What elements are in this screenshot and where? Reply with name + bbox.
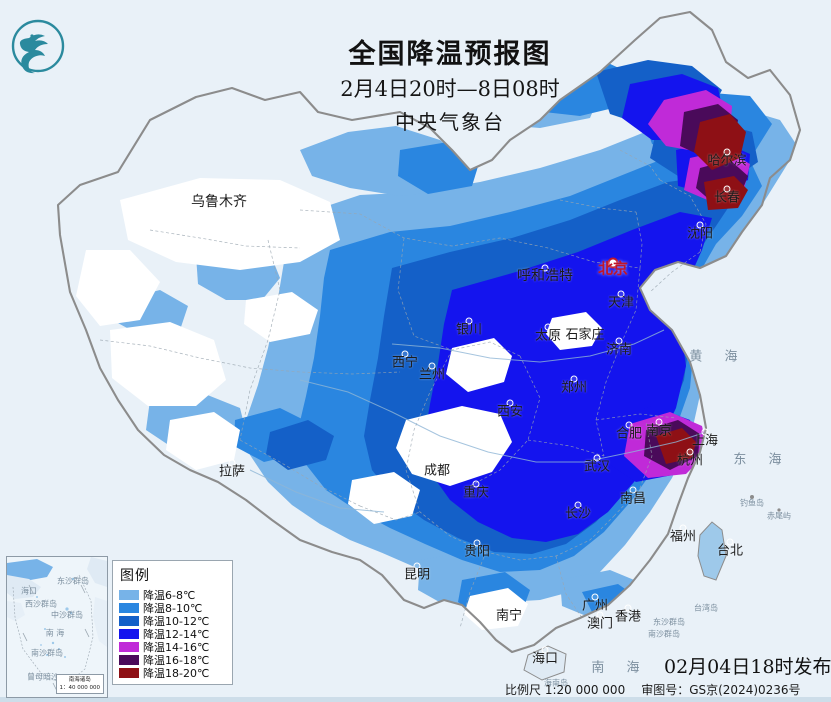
inset-label: 中沙群岛 — [51, 610, 83, 620]
cma-logo — [10, 18, 66, 74]
city-marker-澳门 — [596, 611, 604, 619]
city-marker-杭州 — [686, 448, 694, 456]
legend-item: 降温14-16℃ — [119, 640, 227, 654]
legend-item: 降温16-18℃ — [119, 653, 227, 667]
city-marker-台北 — [726, 538, 734, 546]
city-marker-北京 — [607, 257, 619, 269]
legend-item: 降温10-12℃ — [119, 614, 227, 628]
release-time: 02月04日18时发布 — [664, 656, 831, 678]
legend-item: 降温12-14℃ — [119, 627, 227, 641]
city-marker-哈尔滨 — [723, 148, 731, 156]
city-marker-太原 — [544, 323, 552, 331]
province-borders — [99, 149, 707, 629]
city-marker-昆明 — [413, 562, 421, 570]
city-marker-上海 — [701, 428, 709, 436]
national-boundary — [56, 10, 802, 654]
island-label: 赤尾屿 — [767, 511, 791, 521]
city-marker-郑州 — [570, 375, 578, 383]
inset-label: 西沙群岛 — [25, 599, 57, 609]
city-marker-成都 — [433, 458, 441, 466]
city-marker-南宁 — [505, 603, 513, 611]
legend-swatch — [119, 641, 139, 652]
island-label: 钓鱼岛 — [740, 498, 764, 508]
sea-label: 南 海 — [591, 660, 649, 676]
city-marker-贵阳 — [473, 539, 481, 547]
island-label: 南沙群岛 — [648, 629, 680, 639]
legend-label: 降温18-20℃ — [143, 666, 210, 680]
city-marker-重庆 — [472, 480, 480, 488]
island-label: 海南岛 — [544, 678, 568, 688]
legend-label: 降温6-8℃ — [143, 588, 196, 602]
city-marker-拉萨 — [228, 459, 236, 467]
city-marker-兰州 — [428, 362, 436, 370]
island-label: 台湾岛 — [694, 603, 718, 613]
inset-scale-box: 南海诸岛 1：40 000 000 — [55, 673, 104, 694]
inset-label: 南 海 — [45, 628, 65, 638]
page-title: 全国降温预报图 — [348, 39, 552, 70]
city-marker-西宁 — [401, 350, 409, 358]
city-marker-香港 — [624, 604, 632, 612]
city-marker-长沙 — [574, 501, 582, 509]
legend-label: 降温12-14℃ — [143, 627, 210, 641]
legend-label: 降温10-12℃ — [143, 614, 210, 628]
legend-swatch — [119, 589, 139, 600]
island-label: 东沙群岛 — [653, 617, 685, 627]
city-marker-南昌 — [629, 486, 637, 494]
inset-label: 南沙群岛 — [31, 648, 63, 658]
islands — [523, 495, 781, 681]
map-title-block: 全国降温预报图 2月4日20时—8日08时 中央气象台 — [300, 38, 600, 135]
city-marker-沈阳 — [696, 221, 704, 229]
legend-swatch — [119, 628, 139, 639]
legend-swatch — [119, 654, 139, 665]
legend-rows: 降温6-8℃ 降温8-10℃ 降温10-12℃ 降温12-14℃ 降温14-16℃ 降温1… — [119, 588, 227, 680]
sea-label: 东 海 — [733, 452, 791, 468]
city-marker-海口 — [541, 646, 549, 654]
city-marker-银川 — [465, 317, 473, 325]
map-scale: 比例尺 1:20 000 000 — [505, 682, 626, 697]
map-approval-number: 审图号：GS京(2024)0236号 — [641, 682, 801, 697]
inset-label: 海口 — [21, 586, 37, 596]
bottom-bar — [0, 697, 831, 702]
city-marker-西安 — [506, 399, 514, 407]
city-marker-乌鲁木齐 — [215, 191, 223, 199]
legend-label: 降温8-10℃ — [143, 601, 203, 615]
city-marker-南京 — [655, 418, 663, 426]
legend-label: 降温14-16℃ — [143, 640, 210, 654]
city-marker-福州 — [679, 524, 687, 532]
legend-item: 降温8-10℃ — [119, 601, 227, 615]
inset-label: 曾母暗沙 — [27, 672, 59, 682]
city-marker-济南 — [615, 337, 623, 345]
city-marker-广州 — [591, 593, 599, 601]
forecast-period: 2月4日20时—8日08时 — [340, 76, 560, 101]
legend-swatch — [119, 615, 139, 626]
inset-label: 东沙群岛 — [57, 576, 89, 586]
rivers — [249, 329, 707, 513]
sea-label: 黄 海 — [689, 349, 747, 365]
legend-panel: 图例 降温6-8℃ 降温8-10℃ 降温10-12℃ 降温12-14℃ 降温14-16℃… — [112, 560, 233, 685]
city-marker-呼和浩特 — [541, 264, 549, 272]
legend-label: 降温16-18℃ — [143, 653, 210, 667]
legend-swatch — [119, 667, 139, 678]
legend-swatch — [119, 602, 139, 613]
footer-line: 比例尺 1:20 000 000 审图号：GS京(2024)0236号 — [505, 678, 831, 700]
city-marker-天津 — [617, 290, 625, 298]
legend-title: 图例 — [120, 568, 150, 584]
inset-title: 南海诸岛 — [68, 676, 91, 683]
city-marker-合肥 — [625, 421, 633, 429]
south-china-sea-inset: 东沙群岛海口西沙群岛 中沙群岛南 海南沙群岛曾母暗沙 南海诸岛 1：40 000 … — [6, 556, 108, 698]
legend-item: 降温18-20℃ — [119, 666, 227, 680]
city-marker-长春 — [723, 185, 731, 193]
inset-scale: 1：40 000 000 — [59, 684, 101, 691]
no-drop-areas — [76, 178, 602, 630]
issuing-organization: 中央气象台 — [395, 110, 505, 135]
city-marker-石家庄 — [581, 322, 589, 330]
legend-item: 降温6-8℃ — [119, 588, 227, 602]
city-marker-武汉 — [593, 454, 601, 462]
